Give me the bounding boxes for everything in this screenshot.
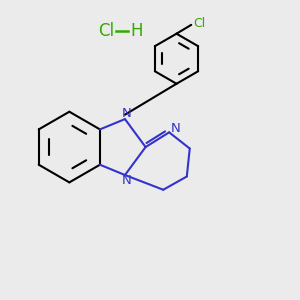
Text: N: N bbox=[122, 174, 131, 188]
Text: Cl: Cl bbox=[193, 17, 206, 30]
Text: N: N bbox=[122, 107, 131, 120]
Text: Cl: Cl bbox=[98, 22, 114, 40]
Text: H: H bbox=[130, 22, 143, 40]
Text: N: N bbox=[171, 122, 181, 135]
